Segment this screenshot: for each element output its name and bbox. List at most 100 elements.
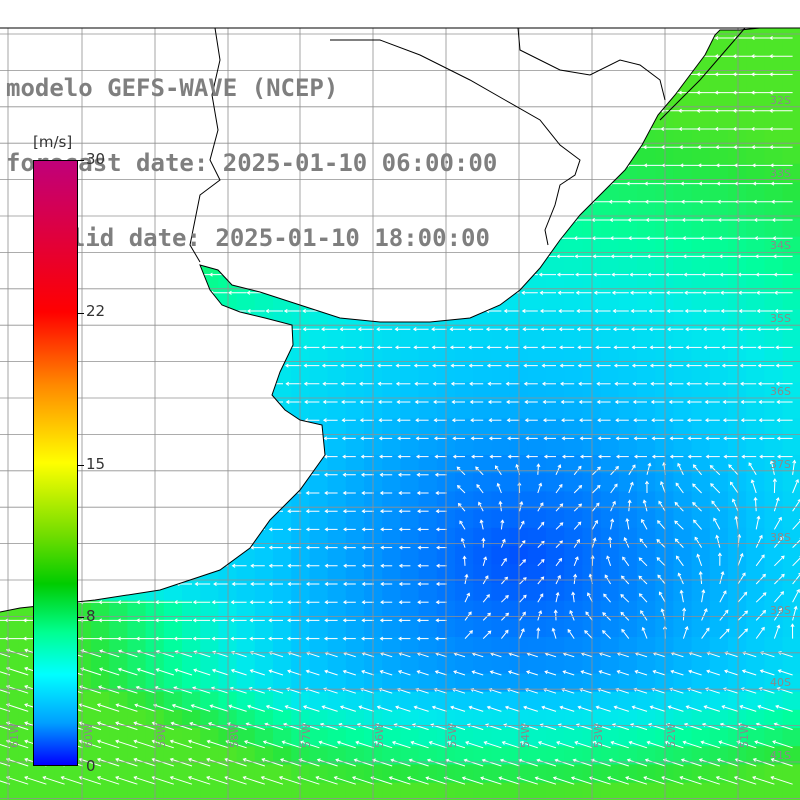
wind-arrow-head [661, 163, 666, 168]
wind-arrow-head [722, 399, 727, 405]
wind-arrow-head [571, 181, 576, 186]
wind-arrow-head [658, 500, 662, 505]
wind-arrow-head [596, 381, 600, 386]
wind-arrow [678, 573, 684, 585]
wind-speed-cell [618, 655, 638, 674]
wind-speed-cell [491, 364, 511, 383]
wind-arrow-head [247, 345, 252, 350]
wind-arrow-head [173, 618, 178, 623]
wind-speed-cell [345, 655, 365, 674]
wind-arrow-head [172, 290, 177, 295]
wind-arrow-head [553, 181, 558, 186]
wind-speed-cell [764, 782, 784, 800]
wind-speed-cell [618, 782, 638, 800]
wind-arrow-head [496, 54, 500, 59]
wind-arrow [591, 520, 598, 530]
wind-speed-cell [418, 655, 438, 674]
wind-speed-cell [236, 436, 256, 456]
wind-arrow-head [682, 236, 686, 241]
wind-arrow [509, 652, 520, 658]
wind-speed-cell [709, 655, 729, 674]
wind-speed-cell [764, 564, 784, 583]
wind-arrow-head [596, 399, 601, 405]
wind-speed-cell [782, 564, 800, 583]
wind-arrow-head [7, 345, 11, 350]
wind-speed-cell [546, 72, 565, 92]
wind-speed-cell [709, 127, 729, 147]
wind-speed-cell [546, 455, 565, 474]
wind-speed-cell [109, 582, 128, 602]
wind-arrow [362, 652, 375, 658]
wind-arrow-head [284, 345, 289, 350]
wind-speed-cell [0, 655, 19, 674]
wind-arrow-head [758, 399, 763, 405]
wind-arrow-head [304, 399, 308, 405]
wind-arrow-head [752, 181, 757, 186]
wind-speed-cell [418, 637, 438, 656]
wind-speed-cell [18, 637, 37, 656]
wind-arrow [701, 608, 708, 621]
wind-arrow [555, 464, 561, 476]
wind-speed-cell [746, 509, 765, 529]
wind-arrow-head [605, 90, 610, 95]
wind-arrow-head [597, 436, 602, 441]
wind-speed-cell [418, 382, 438, 401]
wind-speed-cell [291, 327, 310, 347]
wind-arrow-head [285, 381, 290, 386]
wind-speed-cell [637, 400, 656, 420]
wind-speed-cell [728, 91, 747, 110]
wind-speed-cell [618, 382, 638, 401]
wind-arrow-head [620, 575, 625, 580]
wind-speed-cell [564, 582, 583, 602]
wind-speed-cell [382, 491, 401, 511]
wind-arrow-head [723, 454, 728, 459]
wind-arrow [719, 628, 730, 639]
wind-speed-cell [400, 782, 420, 800]
wind-arrow-head [696, 126, 701, 132]
wind-arrow-head [543, 454, 548, 459]
wind-speed-cell [600, 327, 620, 347]
wind-arrow-head [212, 472, 217, 477]
wind-speed-cell [527, 382, 547, 401]
wind-arrow-head [487, 630, 492, 635]
wind-arrow-head [682, 607, 687, 612]
wind-speed-cell [618, 728, 638, 747]
wind-speed-cell [691, 91, 711, 110]
wind-arrow [620, 594, 630, 603]
wind-speed-cell [291, 637, 310, 656]
wind-speed-cell [546, 473, 565, 492]
wind-speed-cell [0, 400, 19, 420]
wind-arrow [638, 557, 648, 567]
wind-arrow-head [432, 381, 437, 386]
wind-speed-cell [782, 618, 800, 638]
wind-arrow-head [457, 502, 462, 507]
wind-arrow-head [321, 327, 325, 332]
wind-arrow-head [342, 636, 347, 641]
wind-arrow-head [650, 399, 655, 405]
wind-speed-cell [600, 509, 620, 529]
wind-arrow-head [755, 272, 760, 277]
wind-speed-cell [692, 0, 711, 19]
wind-speed-cell [491, 546, 511, 565]
wind-arrow-head [120, 527, 124, 532]
wind-arrow-head [360, 472, 365, 477]
wind-arrow-head [82, 563, 87, 568]
wind-speed-cell [564, 564, 583, 583]
wind-arrow-head [738, 327, 743, 332]
wind-speed-cell [564, 72, 583, 92]
wind-arrow-head [284, 327, 288, 332]
wind-speed-cell [746, 782, 765, 800]
wind-arrow-head [138, 436, 142, 441]
wind-arrow-head [667, 327, 671, 332]
wind-arrow-head [532, 72, 537, 77]
wind-speed-cell [127, 473, 147, 492]
wind-speed-cell [782, 746, 800, 765]
wind-speed-cell [345, 473, 365, 492]
wind-arrow-head [679, 163, 684, 168]
wind-speed-cell [746, 728, 765, 747]
wind-arrow-head [642, 499, 647, 504]
wind-arrow-head [657, 574, 661, 579]
wind-speed-cell [382, 509, 401, 529]
wind-arrow-head [572, 199, 577, 204]
wind-speed-cell [364, 0, 383, 19]
